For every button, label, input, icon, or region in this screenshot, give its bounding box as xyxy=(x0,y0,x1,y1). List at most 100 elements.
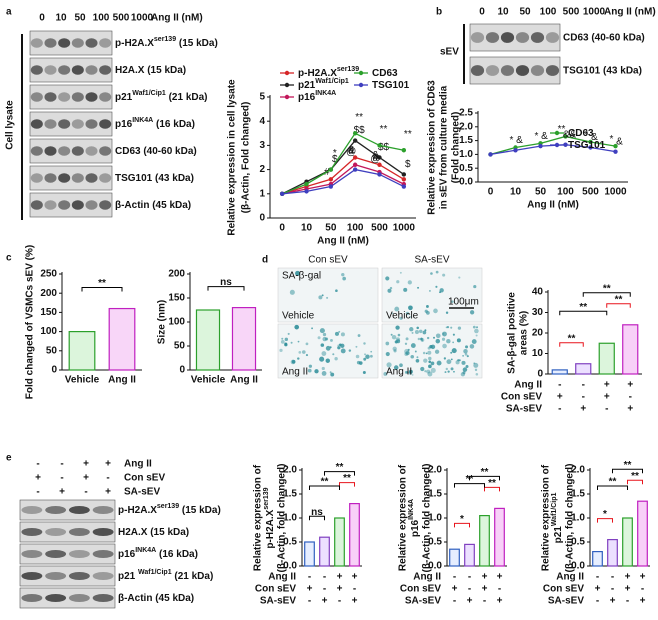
stain-dot xyxy=(330,372,335,377)
significance-marker: ** xyxy=(404,129,412,140)
significance-bracket xyxy=(559,310,608,316)
band-label: p21 Waf1/Cip1 (21 kDa) xyxy=(118,569,213,582)
bar xyxy=(592,550,603,567)
stain-dot xyxy=(364,353,367,356)
bar xyxy=(494,507,505,567)
y-tick-label: 0 xyxy=(179,365,185,376)
significance-bracket xyxy=(324,471,355,476)
band-label-text: TSG101 (43 kDa) xyxy=(563,65,642,76)
stain-dot xyxy=(433,336,435,339)
band-label: p16INK4A (16 kDa) xyxy=(118,547,198,560)
significance-label: * xyxy=(460,514,464,525)
stain-dot xyxy=(465,345,469,349)
condition-sign: + xyxy=(595,584,601,595)
stain-dot xyxy=(423,358,428,363)
stain-dot xyxy=(399,271,402,274)
dose-label: 1000 xyxy=(131,13,154,24)
condition-label: Con sEV xyxy=(543,584,584,595)
condition-label: Con sEV xyxy=(124,473,165,484)
stain-dot xyxy=(334,357,338,361)
stain-dot xyxy=(443,357,447,360)
y-axis-label: Size (nm) xyxy=(157,300,168,344)
band-label-text: H2A.X (15 kDa) xyxy=(118,527,189,538)
stain-dot xyxy=(442,343,447,349)
stain-dot xyxy=(463,349,468,354)
condition-sign: - xyxy=(468,584,471,595)
stain-dot xyxy=(424,329,427,332)
significance-bracket xyxy=(627,479,643,485)
condition-sign: + xyxy=(352,596,358,607)
blot-band xyxy=(58,146,71,156)
significance-bracket xyxy=(469,475,500,481)
stain-dot xyxy=(298,350,302,354)
y-tick-label: 200 xyxy=(40,288,57,299)
stain-dot xyxy=(358,361,363,365)
significance-marker: * xyxy=(610,134,614,145)
stain-dot xyxy=(338,330,341,333)
data-point xyxy=(352,131,358,136)
blot-band xyxy=(30,173,43,183)
condition-sign: + xyxy=(105,459,111,470)
stain-label: SA-β-gal xyxy=(282,271,321,282)
x-tick-label: 100 xyxy=(347,223,364,234)
stain-dot xyxy=(370,350,373,353)
y-tick-label: 0 xyxy=(259,213,265,224)
bar xyxy=(622,324,639,375)
condition-sign: + xyxy=(604,380,610,391)
blot-strip xyxy=(29,192,113,218)
stain-dot xyxy=(314,369,319,374)
stain-dot xyxy=(428,360,432,364)
y-tick-label: 250 xyxy=(40,269,57,280)
stain-dot xyxy=(289,289,295,295)
significance-marker: $ xyxy=(332,154,338,165)
y-tick-label: 50 xyxy=(174,341,186,352)
significance-marker: * xyxy=(333,148,337,159)
data-point xyxy=(304,189,309,194)
condition-sign: + xyxy=(625,572,631,583)
condition-label: SA-sEV xyxy=(405,596,441,607)
stain-dot xyxy=(411,374,414,376)
blot-band xyxy=(71,65,84,75)
stain-dot xyxy=(455,360,460,365)
condition-label: Ang II xyxy=(413,572,441,583)
stain-dot xyxy=(436,360,442,366)
condition-sign: - xyxy=(558,404,561,415)
stain-dot xyxy=(322,336,327,342)
data-point xyxy=(588,145,593,150)
stain-dot xyxy=(458,276,461,279)
stain-dot xyxy=(405,337,409,341)
data-point xyxy=(377,172,382,177)
y-axis-label: Relative expression of xyxy=(398,464,409,571)
y-tick-label: 200 xyxy=(168,269,185,280)
blot-band xyxy=(21,528,43,536)
stain-dot xyxy=(355,354,360,359)
x-axis-label: Ang II (nM) xyxy=(317,236,369,247)
band-label-text: p-H2A.X xyxy=(118,505,157,516)
scale-label: 100μm xyxy=(448,297,479,308)
bar xyxy=(607,538,618,567)
stain-dot xyxy=(446,359,452,365)
significance-label: ** xyxy=(343,473,351,484)
y-tick-label: 10 xyxy=(532,348,544,359)
blot-band xyxy=(99,173,112,183)
legend-label: p-H2A.Xser139 xyxy=(298,66,359,79)
legend-label-sup: ser139 xyxy=(337,66,359,73)
stain-dot xyxy=(294,324,300,330)
stain-dot xyxy=(291,359,296,364)
condition-sign: - xyxy=(308,596,311,607)
y-axis-label: p16INK4A xyxy=(408,499,421,537)
stain-dot xyxy=(389,286,393,290)
blot-band xyxy=(21,550,43,558)
series-line xyxy=(281,156,405,195)
blot-band xyxy=(44,146,57,156)
blot-band xyxy=(500,32,515,43)
condition-sign: + xyxy=(337,572,343,583)
condition-label: Con sEV xyxy=(400,584,441,595)
stain-dot xyxy=(322,332,327,337)
condition-sign: - xyxy=(353,584,356,595)
significance-bracket xyxy=(582,292,631,297)
blot-band xyxy=(71,200,84,210)
condition-sign: + xyxy=(640,572,646,583)
stain-dot xyxy=(450,326,453,329)
